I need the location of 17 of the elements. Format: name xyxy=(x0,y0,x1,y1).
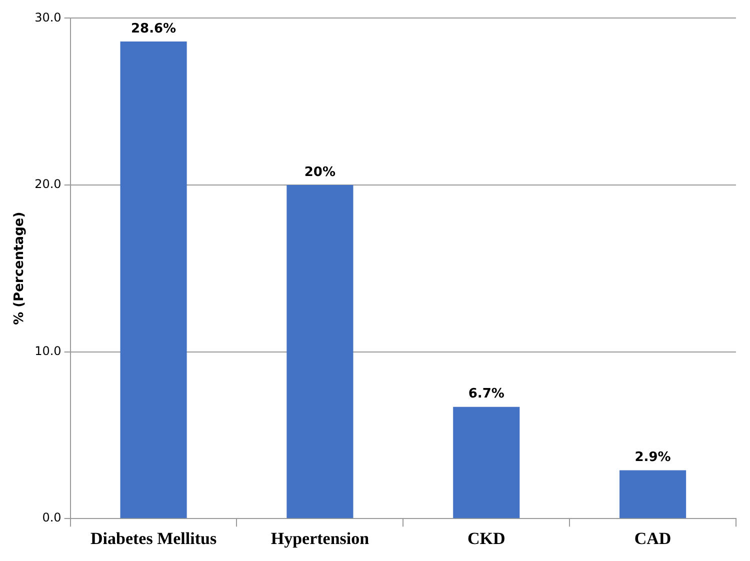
data-label: 20% xyxy=(304,164,336,180)
x-tick-label: CKD xyxy=(467,529,506,548)
y-tick-label: 30.0 xyxy=(34,10,62,24)
bar xyxy=(453,406,520,518)
data-label: 2.9% xyxy=(634,450,671,466)
bar xyxy=(286,185,354,518)
x-tick-label: Diabetes Mellitus xyxy=(90,529,217,548)
y-tick-label: 20.0 xyxy=(34,177,62,192)
bar xyxy=(620,470,686,518)
bar xyxy=(120,42,187,518)
data-label: 6.7% xyxy=(468,386,504,402)
y-tick-label: 0.0 xyxy=(42,510,62,525)
y-tick-label: 10.0 xyxy=(34,344,62,358)
data-label: 28.6% xyxy=(130,21,176,36)
x-tick-label: Hypertension xyxy=(270,529,370,548)
x-tick-label: CAD xyxy=(634,529,672,548)
y-axis-title: % (Percentage) xyxy=(12,212,28,325)
